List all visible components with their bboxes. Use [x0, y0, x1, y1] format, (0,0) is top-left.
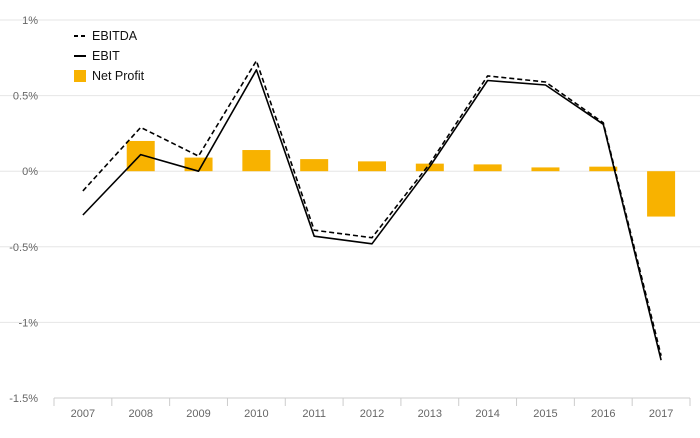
legend-label-ebitda: EBITDA [92, 29, 138, 43]
x-tick-label: 2011 [302, 408, 326, 420]
legend-item-net-profit[interactable]: Net Profit [74, 69, 145, 83]
x-tick-label: 2009 [186, 408, 210, 420]
legend: EBITDA EBIT Net Profit [74, 29, 145, 83]
net-profit-bar[interactable] [242, 150, 271, 172]
x-axis [53, 397, 691, 406]
ebitda-line[interactable] [82, 59, 662, 356]
net-profit-bar[interactable] [647, 171, 676, 217]
legend-square-icon [74, 70, 86, 82]
x-axis-labels: 2007 2008 2009 2010 2011 2012 2013 2014 2015 2016… [71, 408, 674, 420]
x-tick-label: 2013 [418, 408, 442, 420]
net-profit-bar[interactable] [358, 161, 386, 172]
y-tick-label: 1% [22, 15, 38, 27]
net-profit-bar[interactable] [473, 164, 502, 172]
x-tick-label: 2010 [244, 408, 268, 420]
x-tick-label: 2017 [649, 408, 673, 420]
legend-label-net-profit: Net Profit [92, 69, 145, 83]
net-profit-bar[interactable] [589, 166, 618, 172]
y-tick-label: 0% [22, 166, 38, 178]
legend-label-ebit: EBIT [92, 49, 120, 63]
net-profit-bar[interactable] [184, 157, 213, 172]
legend-item-ebit[interactable]: EBIT [74, 49, 120, 63]
x-tick-label: 2007 [71, 408, 95, 420]
x-tick-label: 2016 [591, 408, 615, 420]
x-tick-label: 2012 [360, 408, 384, 420]
net-profit-bar[interactable] [531, 167, 560, 172]
x-tick-label: 2015 [533, 408, 557, 420]
legend-item-ebitda[interactable]: EBITDA [74, 29, 138, 43]
grid-lines [0, 19, 700, 323]
ebit-line[interactable] [82, 69, 662, 361]
net-profit-bar[interactable] [300, 159, 329, 172]
net-profit-bar[interactable] [126, 140, 155, 172]
x-tick-label: 2014 [475, 408, 499, 420]
y-tick-label: -1.5% [9, 393, 38, 405]
line-series [82, 59, 662, 361]
y-tick-label: -1% [18, 317, 38, 329]
y-axis-labels: 1% 0.5% 0% -0.5% -1% -1.5% [9, 15, 38, 405]
y-tick-label: -0.5% [9, 242, 38, 254]
y-tick-label: 0.5% [13, 91, 38, 103]
x-tick-label: 2008 [128, 408, 152, 420]
